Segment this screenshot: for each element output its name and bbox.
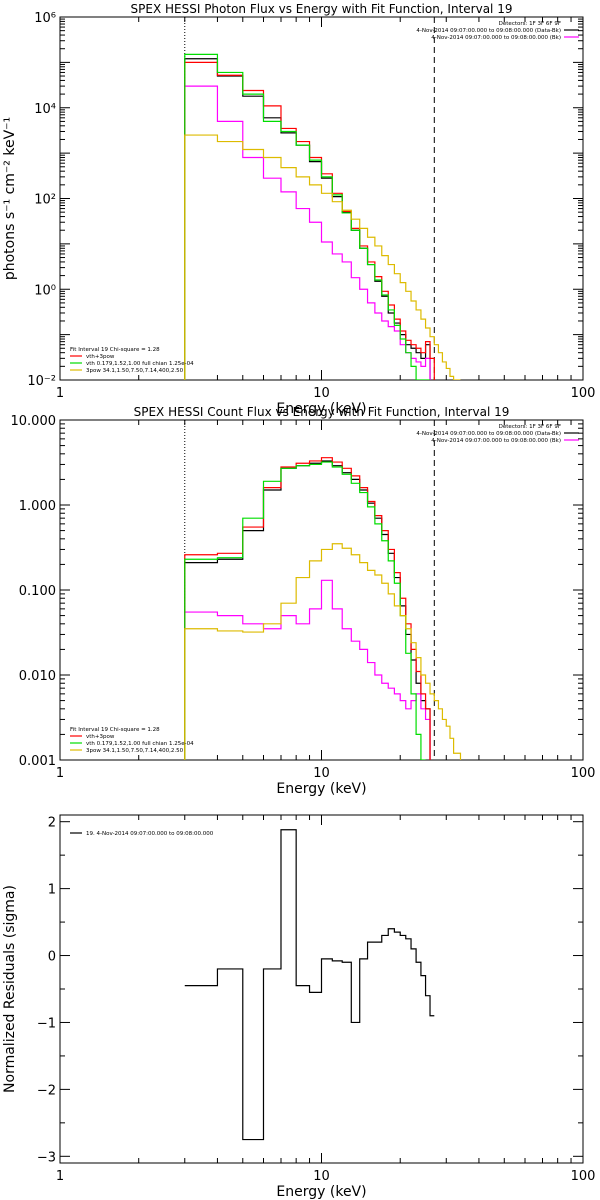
y-tick-label: 0 [48,950,56,965]
series-line-vth [184,461,426,760]
x-axis-label: Energy (keV) [276,401,366,417]
series-group [184,829,435,1141]
legend-top-text: 4-Nov-2014 09:07:00.000 to 09:08:00.000 … [416,431,561,437]
y-tick-label: 10⁴ [34,102,56,117]
series-group [184,457,462,760]
series-line-3pow [184,543,462,760]
series-line-bk [184,579,431,760]
series-line-data-bk [184,58,431,380]
y-tick-label: 10.000 [11,414,57,429]
count-flux-panel: SPEX HESSI Count Flux vs Energy with Fit… [11,405,596,797]
series-group [184,53,461,380]
y-tick-label: 10⁰ [34,283,56,298]
x-axis-label: Energy (keV) [276,1184,366,1200]
legend-top-text: Detectors: 1F 3F 6F 9F [499,424,561,430]
x-tick-label: 10 [313,386,330,401]
y-tick-label: −2 [37,1083,56,1098]
y-axis-label: photons s⁻¹ cm⁻² keV⁻¹ [2,117,18,280]
legend-fit-header: Fit Interval 19 Chi-square = 1.28 [70,727,160,733]
y-tick-label: 10⁻² [27,374,56,389]
x-tick-label: 1 [56,766,64,781]
series-line-residuals [184,829,435,1141]
y-tick-label: 2 [48,816,56,831]
series-line-vth-3pow [184,457,431,760]
series-line-vth [184,53,431,380]
y-tick-label: 0.100 [19,584,56,599]
photon-flux-panel: SPEX HESSI Photon Flux vs Energy with Fi… [2,2,595,417]
y-tick-label: −3 [37,1150,56,1165]
x-tick-label: 1 [56,386,64,401]
y-tick-label: 10⁶ [34,11,56,26]
series-line-data-bk [184,460,431,760]
y-tick-label: 0.001 [19,754,56,769]
y-tick-label: 0.010 [19,669,56,684]
y-tick-label: 10² [34,193,56,208]
x-tick-label: 1 [56,1169,64,1184]
y-tick-label: 1 [48,883,56,898]
x-tick-label: 10 [313,766,330,781]
series-line-3pow [184,134,461,380]
x-tick-label: 100 [571,386,596,401]
legend-fit-text: vth+3pow [86,354,115,360]
legend-fit-text: vth 0.179,1.52,1.00 full chian 1.25e-04 [86,361,194,367]
y-tick-label: −1 [37,1016,56,1031]
x-tick-label: 100 [571,1169,596,1184]
y-tick-label: 1.000 [19,499,56,514]
x-axis-label: Energy (keV) [276,781,366,797]
legend-fit-text: vth+3pow [86,734,115,740]
legend-top-text: 4-Nov-2014 09:07:00.000 to 09:08:00.000 … [416,28,561,34]
axes-frame [59,16,584,381]
legend-top-text: 4-Nov-2014 09:07:00.000 to 09:08:00.000 … [431,438,561,444]
legend-fit-text: 3pow 34.1,1.50,7.50,7.14,400,2.50 [86,748,184,754]
residuals-panel: 1 10 100 Energy (keV) −3 −2 −1 0 1 2 Normalized Re… [2,814,596,1200]
x-tick-label: 10 [313,1169,330,1184]
legend-top-text: 4-Nov-2014 09:07:00.000 to 09:08:00.000 … [431,35,561,41]
series-line-bk [184,85,431,380]
legend-top-text: 19. 4-Nov-2014 09:07:00.000 to 09:08:00.… [86,831,214,837]
x-tick-label: 100 [571,766,596,781]
chart-title: SPEX HESSI Photon Flux vs Energy with Fi… [131,2,513,16]
legend-fit-text: 3pow 34.1,1.50,7.50,7.14,400,2.50 [86,368,184,374]
legend-fit-header: Fit Interval 19 Chi-square = 1.28 [70,347,160,353]
chart-title: SPEX HESSI Count Flux vs Energy with Fit… [134,405,510,419]
series-line-vth-3pow [184,61,435,380]
legend-top-text: Detectors: 1F 3F 6F 9F [499,21,561,27]
y-axis-label: Normalized Residuals (sigma) [2,885,18,1093]
legend-fit-text: vth 0.179,1.52,1.00 full chian 1.25e-04 [86,741,194,747]
